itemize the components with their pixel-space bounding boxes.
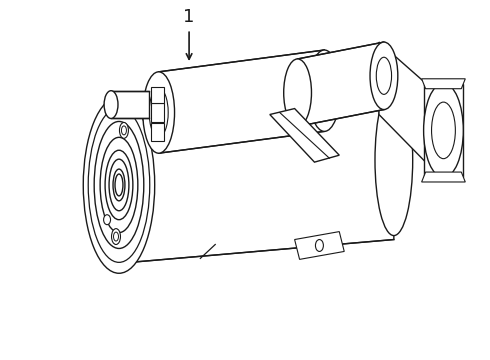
Polygon shape <box>151 123 164 141</box>
Ellipse shape <box>122 126 126 135</box>
Ellipse shape <box>112 229 121 244</box>
Ellipse shape <box>114 232 119 241</box>
Ellipse shape <box>284 59 312 126</box>
Ellipse shape <box>309 50 340 131</box>
Polygon shape <box>119 91 394 264</box>
Ellipse shape <box>115 174 123 196</box>
Polygon shape <box>270 109 339 162</box>
Ellipse shape <box>109 159 129 211</box>
Ellipse shape <box>316 239 323 251</box>
Ellipse shape <box>104 91 118 118</box>
Polygon shape <box>159 50 324 153</box>
Polygon shape <box>294 231 344 260</box>
Ellipse shape <box>94 121 144 248</box>
Ellipse shape <box>424 83 464 177</box>
Polygon shape <box>379 42 429 165</box>
Ellipse shape <box>370 42 398 109</box>
Ellipse shape <box>143 72 174 153</box>
Polygon shape <box>421 79 465 89</box>
Polygon shape <box>421 172 465 182</box>
Ellipse shape <box>105 150 133 220</box>
Ellipse shape <box>83 96 155 273</box>
Polygon shape <box>424 84 464 177</box>
Ellipse shape <box>113 169 125 201</box>
Text: 1: 1 <box>183 9 195 59</box>
Polygon shape <box>111 91 149 118</box>
Ellipse shape <box>103 215 111 225</box>
Polygon shape <box>151 103 164 122</box>
Ellipse shape <box>375 85 413 235</box>
Ellipse shape <box>100 137 138 233</box>
Polygon shape <box>151 87 164 103</box>
Ellipse shape <box>120 122 128 138</box>
Polygon shape <box>297 42 384 126</box>
